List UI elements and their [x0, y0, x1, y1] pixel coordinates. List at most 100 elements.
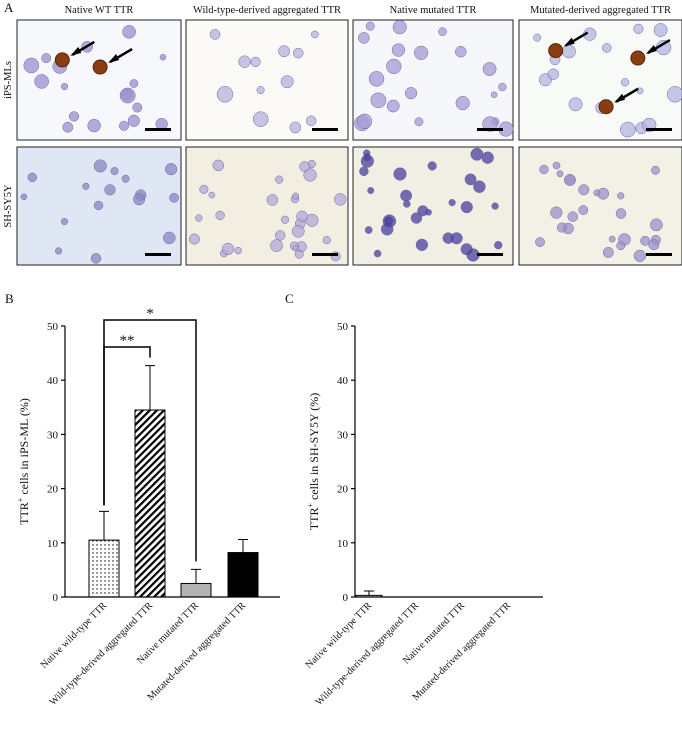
- y-tick-label: 20: [337, 484, 349, 496]
- row-label: SH-SY5Y: [3, 184, 14, 228]
- cell: [651, 165, 660, 175]
- cell: [620, 121, 636, 138]
- cell: [208, 191, 216, 199]
- cell: [552, 161, 561, 170]
- cell: [221, 242, 235, 256]
- y-axis-label-rest: cells in iPS-ML (%): [17, 398, 31, 498]
- cell: [299, 161, 310, 172]
- cell: [393, 167, 407, 181]
- error-bar: [145, 365, 155, 411]
- cell: [498, 82, 507, 92]
- cell: [169, 192, 179, 203]
- cell: [252, 111, 269, 127]
- cell: [593, 189, 601, 197]
- cell: [93, 200, 104, 211]
- cell: [275, 230, 286, 241]
- cell: [550, 206, 563, 219]
- x-tick-label: Mutated-derived aggregated TTR: [145, 600, 248, 703]
- y-tick-label: 20: [47, 484, 59, 496]
- cell: [415, 238, 429, 251]
- error-bar: [191, 568, 201, 584]
- cell: [615, 208, 627, 219]
- y-tick-label: 50: [337, 321, 349, 333]
- cell: [364, 226, 373, 234]
- cell: [562, 44, 576, 59]
- cell: [392, 20, 407, 35]
- cell: [578, 184, 590, 196]
- row-label: iPS-MLs: [3, 61, 14, 99]
- arrow-head: [563, 37, 575, 47]
- cell: [296, 210, 308, 223]
- cell: [470, 147, 484, 161]
- cell: [119, 120, 129, 131]
- cell: [568, 97, 583, 112]
- scale-bar: [477, 253, 503, 256]
- micrograph: [16, 146, 182, 266]
- cell: [359, 166, 369, 177]
- error-bar: [238, 539, 248, 553]
- cell: [386, 58, 402, 75]
- cell: [490, 91, 498, 99]
- cell: [410, 212, 423, 224]
- cell: [27, 172, 38, 183]
- cell: [68, 111, 80, 122]
- cell: [270, 239, 283, 252]
- cell: [404, 87, 418, 100]
- cell: [438, 27, 447, 36]
- cell: [129, 79, 139, 88]
- column-header: Mutated-derived aggregated TTR: [530, 5, 671, 16]
- cell: [291, 224, 305, 238]
- cell: [481, 151, 494, 164]
- micrograph: [185, 19, 349, 141]
- stained-cell: [54, 52, 70, 68]
- cell: [666, 86, 682, 103]
- cell: [60, 218, 68, 226]
- cell: [617, 192, 625, 200]
- cell: [473, 180, 486, 193]
- cell: [578, 205, 589, 215]
- cell: [121, 174, 130, 183]
- cell: [533, 33, 542, 42]
- cell: [363, 149, 371, 157]
- significance-label: **: [120, 333, 135, 349]
- y-tick-label: 10: [47, 538, 59, 550]
- bar: [134, 409, 166, 598]
- y-axis-label-sup: +: [16, 497, 25, 502]
- cell: [127, 114, 140, 127]
- cell: [602, 43, 612, 53]
- scale-bar: [312, 253, 338, 256]
- scale-bar: [145, 253, 171, 256]
- cell: [234, 246, 242, 255]
- y-axis-label-text: TTR: [307, 508, 321, 531]
- cell: [110, 167, 119, 176]
- cell: [417, 205, 429, 217]
- cell: [640, 235, 651, 246]
- cell: [61, 83, 69, 91]
- cell: [482, 62, 497, 76]
- cell: [455, 96, 470, 111]
- cell: [292, 244, 300, 252]
- cell: [159, 53, 167, 61]
- scale-bar: [145, 128, 171, 131]
- cell: [365, 21, 375, 31]
- arrow-head: [645, 45, 657, 55]
- y-tick-label: 30: [337, 429, 349, 441]
- cell: [382, 214, 397, 228]
- panel-label: B: [5, 291, 14, 306]
- cell: [303, 168, 317, 182]
- micrograph: [16, 19, 182, 141]
- y-axis-label: TTR+ cells in SH-SY5Y (%): [306, 393, 321, 530]
- cell: [90, 253, 102, 264]
- cell: [55, 247, 63, 255]
- micrograph: [352, 19, 514, 141]
- cell: [87, 118, 101, 133]
- cell: [460, 201, 473, 214]
- cell: [20, 193, 28, 201]
- cell: [306, 115, 317, 126]
- cell: [539, 164, 549, 175]
- cell: [358, 32, 370, 44]
- cell: [482, 116, 498, 132]
- y-tick-label: 30: [47, 429, 59, 441]
- cell: [132, 102, 143, 113]
- cell: [370, 92, 387, 109]
